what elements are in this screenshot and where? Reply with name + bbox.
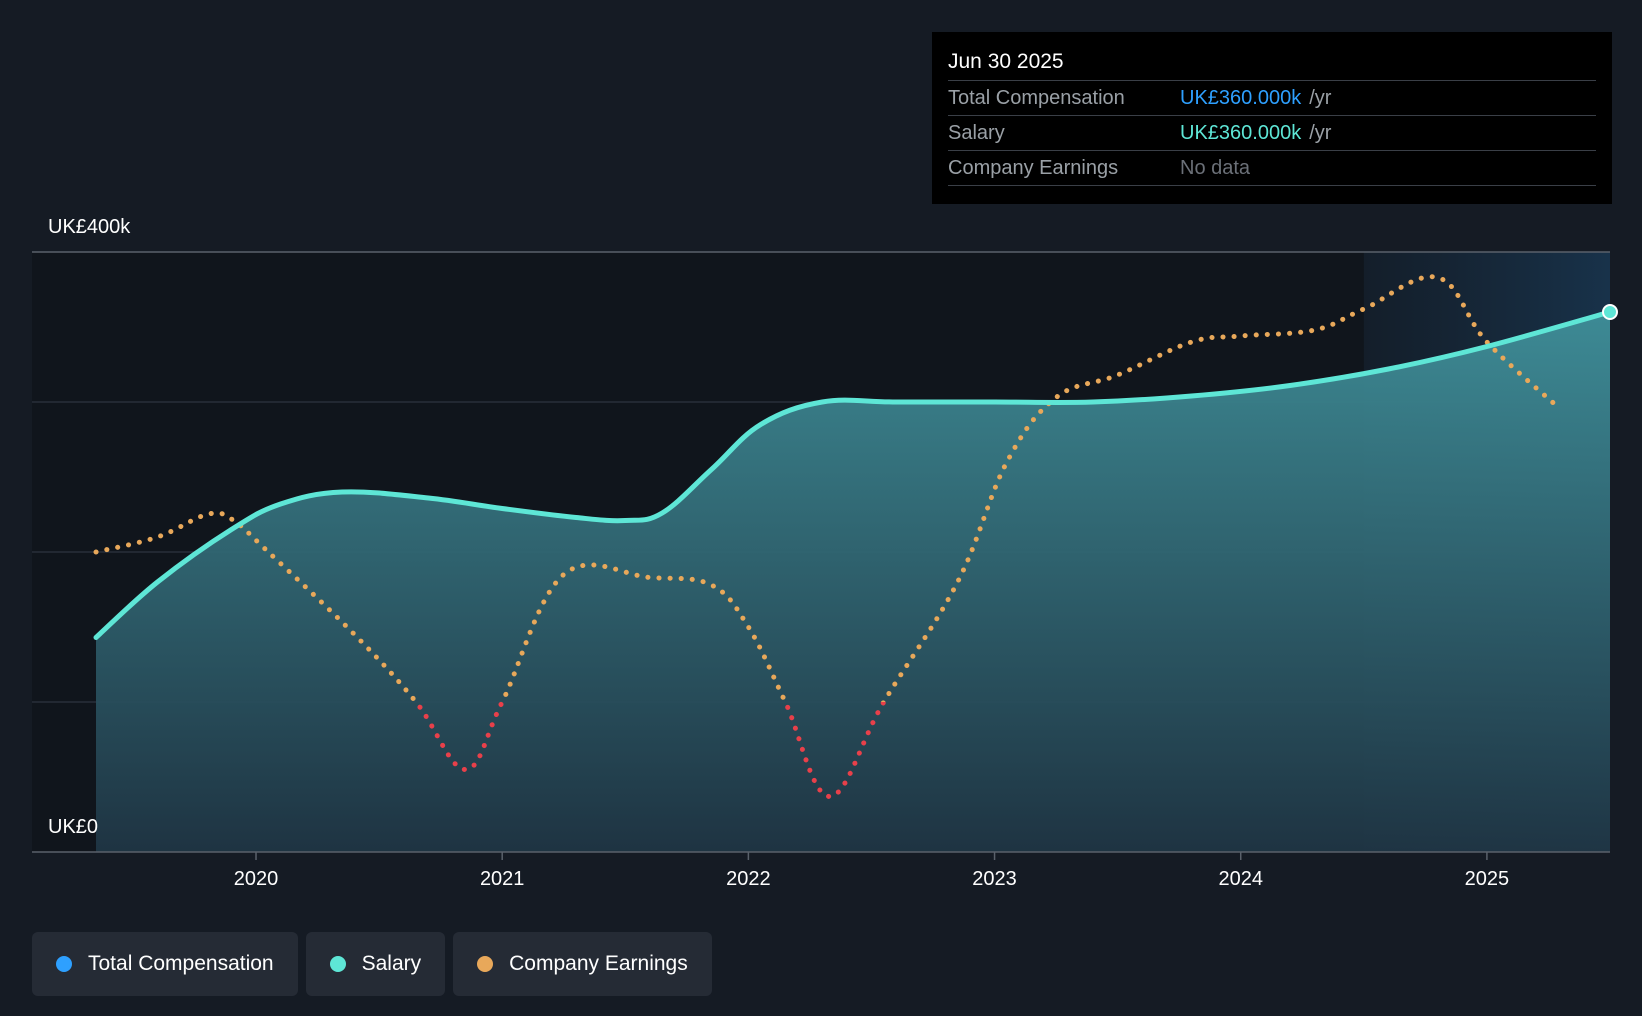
legend-dot-icon: [56, 956, 72, 972]
salary-area: [96, 312, 1610, 852]
x-axis-ticks: 2020 2021 2022 2023 2024 2025: [234, 852, 1509, 890]
tooltip-label: Company Earnings: [948, 156, 1119, 179]
legend-dot-icon: [329, 956, 346, 972]
legend-label: Total Compensation: [88, 952, 274, 975]
tooltip-row-total-compensation: Total Compensation UK£360.000k /yr: [948, 81, 1596, 116]
tooltip-value: No data: [1180, 156, 1251, 179]
legend-dot-icon: [477, 956, 494, 972]
tooltip-value: UK£360.000k: [1180, 86, 1302, 109]
legend-item-salary[interactable]: Salary: [305, 932, 446, 996]
tooltip: Jun 30 2025 Total Compensation UK£360.00…: [932, 32, 1612, 204]
legend-label: Salary: [361, 952, 422, 975]
legend: Total Compensation Salary Company Earnin…: [32, 932, 712, 996]
x-tick-label: 2025: [1465, 868, 1510, 890]
x-tick-label: 2021: [480, 868, 525, 890]
y-axis-top-label: UK£400k: [48, 216, 131, 238]
salary-line: [93, 309, 1613, 640]
y-axis-bottom-label: UK£0: [48, 816, 99, 838]
tooltip-unit: /yr: [1309, 86, 1332, 109]
x-tick-label: 2020: [234, 868, 279, 890]
legend-item-total-compensation[interactable]: Total Compensation: [32, 932, 298, 996]
tooltip-label: Salary: [948, 121, 1005, 144]
earnings-line-positive: [93, 274, 1564, 702]
tooltip-date: Jun 30 2025: [948, 44, 1596, 81]
legend-label: Company Earnings: [509, 952, 688, 975]
earnings-series: [93, 274, 1564, 800]
x-tick-label: 2024: [1218, 868, 1263, 890]
tooltip-row-company-earnings: Company Earnings No data: [948, 151, 1596, 186]
salary-end-marker[interactable]: [1602, 304, 1618, 320]
tooltip-label: Total Compensation: [948, 86, 1125, 109]
x-tick-label: 2022: [726, 868, 771, 890]
legend-item-company-earnings[interactable]: Company Earnings: [453, 932, 712, 996]
tooltip-row-salary: Salary UK£360.000k /yr: [948, 116, 1596, 151]
tooltip-value: UK£360.000k: [1180, 121, 1302, 144]
x-tick-label: 2023: [972, 868, 1017, 890]
tooltip-unit: /yr: [1309, 121, 1332, 144]
